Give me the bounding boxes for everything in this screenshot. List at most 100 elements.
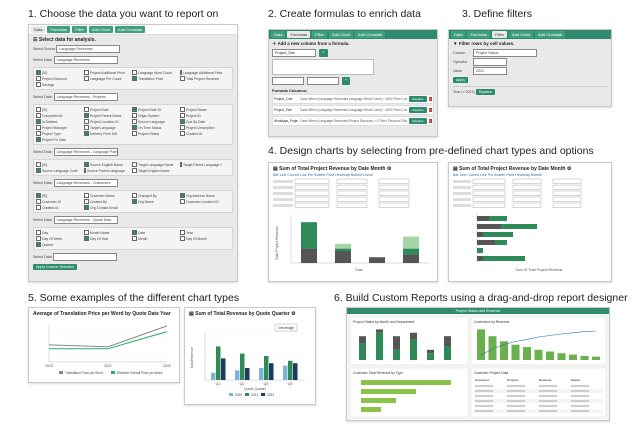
column-checkbox[interactable]: Project Description [180, 125, 222, 130]
formula-save-button[interactable]: ✓ [319, 49, 329, 57]
column-checkbox[interactable]: Is Deleted [36, 119, 78, 124]
formula-name-input[interactable]: Project_Size [272, 49, 316, 57]
checkbox-icon[interactable] [132, 168, 137, 173]
checkbox-icon[interactable] [180, 107, 185, 112]
checkbox-icon[interactable] [84, 70, 89, 75]
bar[interactable] [361, 407, 381, 412]
data-table-select[interactable]: Language Revenues - Language Pairs [53, 148, 118, 156]
column-checkbox[interactable]: Source Language [132, 119, 174, 124]
checkbox-icon[interactable] [36, 119, 41, 124]
column-checkbox[interactable]: Origin System [132, 113, 174, 118]
checkbox-icon[interactable] [36, 131, 41, 136]
bar[interactable] [569, 354, 577, 360]
tab-filter[interactable]: Filter [72, 26, 88, 33]
column-checkbox[interactable]: Date [132, 230, 174, 235]
form-select[interactable] [552, 202, 582, 208]
column-checkbox[interactable]: Day [36, 230, 78, 235]
bar-segment[interactable] [369, 257, 385, 263]
bar[interactable] [534, 349, 543, 360]
bar-segment[interactable] [477, 224, 501, 229]
checkbox-icon[interactable] [180, 76, 185, 81]
checkbox-icon[interactable] [132, 107, 137, 112]
checkbox-icon[interactable] [132, 230, 137, 235]
checkbox-icon[interactable] [84, 193, 89, 198]
column-checkbox[interactable]: Language Word Count [132, 70, 174, 75]
column-checkbox[interactable]: Project Date [84, 107, 126, 112]
checkbox-icon[interactable] [132, 162, 137, 167]
form-select[interactable] [472, 196, 506, 202]
add-crosstab-button[interactable]: Add Crosstab [355, 31, 386, 38]
bar[interactable] [477, 329, 485, 360]
source-select[interactable]: Language Revenues [56, 45, 121, 53]
checkbox-icon[interactable] [180, 119, 185, 124]
series-line[interactable] [49, 331, 168, 350]
bar[interactable] [444, 336, 451, 347]
column-checkbox[interactable]: Source Parent Language Code [84, 168, 126, 173]
form-select[interactable] [512, 190, 542, 196]
form-select[interactable] [336, 202, 368, 208]
checkbox-icon[interactable] [84, 230, 89, 235]
column-checkbox[interactable]: Project Location ID [84, 119, 126, 124]
bar[interactable] [293, 363, 298, 380]
column-checkbox[interactable]: Target Language Name [132, 162, 174, 167]
gear-icon[interactable]: ⚙ [386, 166, 392, 172]
bar-segment[interactable] [335, 251, 351, 263]
bar-segment[interactable] [403, 254, 419, 263]
bar[interactable] [376, 332, 383, 360]
bar[interactable] [393, 349, 400, 360]
series-line[interactable] [48, 325, 168, 348]
column-checkbox[interactable]: Day Of Year [84, 236, 126, 241]
column-checkbox[interactable]: Completed At [36, 113, 78, 118]
bar-segment[interactable] [477, 216, 489, 221]
bar-segment[interactable] [495, 240, 507, 245]
bar[interactable] [240, 353, 245, 380]
form-select[interactable] [336, 184, 368, 190]
checkbox-icon[interactable] [132, 113, 137, 118]
bar[interactable] [361, 398, 396, 403]
tab-formulas[interactable]: Formulas [287, 31, 311, 38]
bar[interactable] [500, 341, 508, 360]
bar[interactable] [427, 349, 434, 354]
filter-column-select[interactable]: Project Status [473, 49, 537, 57]
bar[interactable] [511, 344, 520, 360]
column-checkbox[interactable]: Created At [36, 205, 78, 210]
column-checkbox[interactable]: Source English Name [84, 162, 126, 167]
bar[interactable] [288, 360, 293, 380]
bar[interactable] [216, 346, 221, 380]
form-select[interactable] [294, 202, 330, 208]
add-crosstab-button[interactable]: Add Crosstab [115, 26, 146, 33]
checkbox-icon[interactable] [36, 199, 41, 204]
form-select[interactable] [336, 190, 368, 196]
column-checkbox[interactable]: Changed By [132, 193, 174, 198]
checkbox-icon[interactable] [36, 168, 41, 173]
column-checkbox[interactable]: Month Name [84, 230, 126, 235]
formula-add-button[interactable]: + [342, 77, 351, 85]
checkbox-icon[interactable] [36, 137, 41, 142]
checkbox-icon[interactable] [180, 162, 182, 167]
bar-segment[interactable] [489, 216, 507, 221]
column-checkbox[interactable]: Due By Date [180, 119, 222, 124]
chart-type-tabs[interactable]: Bar Line Curved Line Pie Scatter Pivot H… [273, 173, 373, 177]
bar-segment[interactable] [335, 243, 351, 249]
bar[interactable] [359, 343, 366, 360]
column-checkbox[interactable]: Org Address Name [180, 193, 222, 198]
bar[interactable] [221, 358, 226, 380]
checkbox-icon[interactable] [132, 119, 137, 124]
checkbox-icon[interactable] [84, 205, 89, 210]
column-checkbox[interactable]: Project ID [180, 113, 222, 118]
column-checkbox[interactable]: [ID] [36, 70, 78, 75]
checkbox-icon[interactable] [180, 131, 185, 136]
add-chart-button[interactable]: Add Chart [329, 31, 354, 38]
checkbox-icon[interactable] [84, 168, 86, 173]
bar[interactable] [235, 370, 240, 380]
checkbox-icon[interactable] [36, 125, 41, 130]
tab-data[interactable]: Data [451, 31, 466, 38]
checkbox-icon[interactable] [84, 107, 89, 112]
form-select[interactable] [552, 184, 582, 190]
form-select[interactable] [378, 178, 410, 184]
filter-operator-select[interactable] [473, 58, 507, 66]
column-checkbox[interactable]: Language Additional Price [180, 70, 222, 75]
add-chart-button[interactable]: Add Chart [509, 31, 534, 38]
bar[interactable] [427, 353, 434, 360]
checkbox-icon[interactable] [132, 236, 137, 241]
